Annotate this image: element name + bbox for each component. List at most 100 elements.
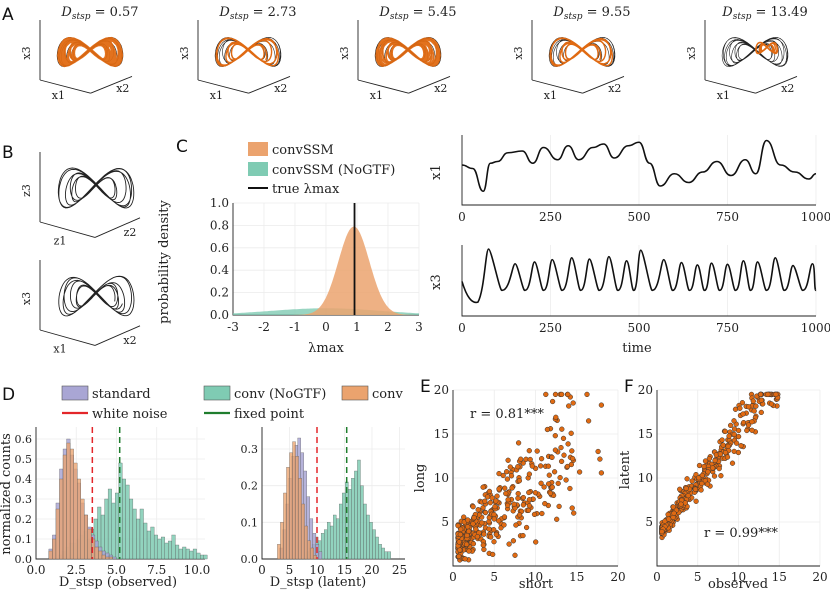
d-observed-bar-convnogtf-30 [164,542,169,560]
d-observed-ytick-1: 0.1 [15,533,33,546]
c-density-xlabel: λmax [308,341,344,356]
c-density-ytick-2: 0.4 [210,263,229,277]
e-point [516,512,523,518]
e-point [568,430,574,436]
panel-b-attractor-1 [58,275,135,317]
f-point [765,391,771,398]
e-point [505,457,511,463]
e-point [496,486,502,492]
d-observed-bar-conv-10 [84,514,88,560]
f-point [699,472,705,479]
trace-x3-xtick-0: 0 [458,321,466,335]
e-point [553,414,559,420]
e-point [502,485,508,491]
panel-a-axes-3-axis-right [582,75,625,94]
d-observed-bar-conv-13 [94,546,99,560]
e-point [545,463,552,469]
c-density-ytick-0: 0.0 [210,308,229,322]
panel-a-true-attractor-4 [721,37,789,67]
e-point [516,478,523,484]
d-observed-bar-convnogtf-32 [171,534,176,560]
panel-b-axes-0-axis-right [94,217,141,238]
panel-a-axes-4-axis-left [704,79,756,94]
d-observed-bar-convnogtf-20 [129,498,134,560]
d-observed-xtick-4: 10.0 [184,563,211,577]
e-annotation: r = 0.81*** [470,407,544,422]
d-observed-bar-convnogtf-38 [192,548,197,560]
d-observed-bar-convnogtf-14 [107,488,112,560]
e-xlabel: short [519,577,554,592]
panel-letter-f: F [624,377,634,397]
d-latent-bar-conv-11 [310,547,314,560]
e-point [544,426,551,433]
f-point [659,528,665,535]
e-point [570,400,576,406]
f-point [744,427,750,434]
d-observed-bar-convnogtf-13 [104,498,109,560]
e-point [569,448,575,454]
e-point [484,494,491,500]
d-observed-bar-conv-4 [62,454,67,560]
e-point [496,470,502,477]
d-observed-bar-conv-0 [48,550,53,560]
panel-a-title-sub-3: stsp [564,12,583,22]
d-observed-bar-conv-6 [69,448,74,560]
e-point [508,473,515,479]
panel-b-axes-0-axis-left [39,221,96,238]
panel-b-axes-1-axis-right [94,325,141,346]
panel-a-axes-0-axis-left [39,79,91,94]
panel-a-axes-2-axis-right [408,75,451,94]
e-point [466,548,472,554]
d-observed-bar-conv-9 [80,498,85,560]
d-observed-bar-convnogtf-26 [150,526,155,560]
e-point [526,471,533,477]
e-point [559,426,565,432]
d-observed-bar-convnogtf-25 [146,530,151,560]
e-point [463,541,470,547]
f-point [731,426,738,432]
panel-letter-d: D [2,385,15,405]
e-point [552,391,559,398]
f-point [735,449,742,456]
e-point [557,474,563,481]
f-point [733,440,740,446]
d-latent-xtick-5: 25 [392,563,407,577]
c-density-xtick-6: 3 [415,320,423,334]
e-point [457,531,463,538]
e-point [504,476,511,482]
f-point [745,404,752,410]
f-xtick-0: 0 [653,570,661,584]
e-point [509,485,515,491]
panel-c-density-plot: -3 -2 -1 0 1 2 3 0.0 0.2 0.4 0.6 0.8 1.0 [210,196,423,334]
e-point [566,403,572,409]
e-point [526,503,533,509]
legend-label-white-noise: white noise [92,407,168,422]
f-point [731,431,737,438]
trace-x3-ylabel: x3 [429,274,444,290]
d-observed-bar-convnogtf-22 [136,518,141,560]
c-density-xtick-2: -1 [289,320,301,334]
e-point [455,523,461,529]
f-point [758,397,765,403]
e-ytick-2: 15 [434,427,449,441]
e-point [525,507,532,514]
d-observed-bar-conv-11 [87,528,92,560]
trace-xlabel: time [622,341,652,356]
e-point [487,500,493,506]
d-observed-bar-convnogtf-33 [175,544,180,560]
d-observed-xlabel: D_stsp (observed) [59,575,177,590]
panel-e-scatter: 0 5 10 15 20 5 10 15 20 [434,383,626,584]
e-point [458,526,464,532]
e-point [526,497,533,503]
d-observed-bar-convnogtf-34 [178,548,183,560]
f-point [722,449,729,456]
d-observed-bar-conv-3 [59,478,64,560]
d-latent-bar-convnogtf-9 [333,514,337,560]
c-density-ytick-4: 0.8 [210,218,229,232]
panel-a-axes-4-label-vertical: x3 [685,46,698,59]
panel-a-title-4: Dstsp = 13.49 [721,5,807,22]
d-latent-bar-conv-9 [304,525,308,560]
d-latent-bar-convnogtf-15 [351,478,355,560]
c-density-ylabel: probability density [157,199,172,323]
d-latent-xtick-3: 15 [337,563,352,577]
